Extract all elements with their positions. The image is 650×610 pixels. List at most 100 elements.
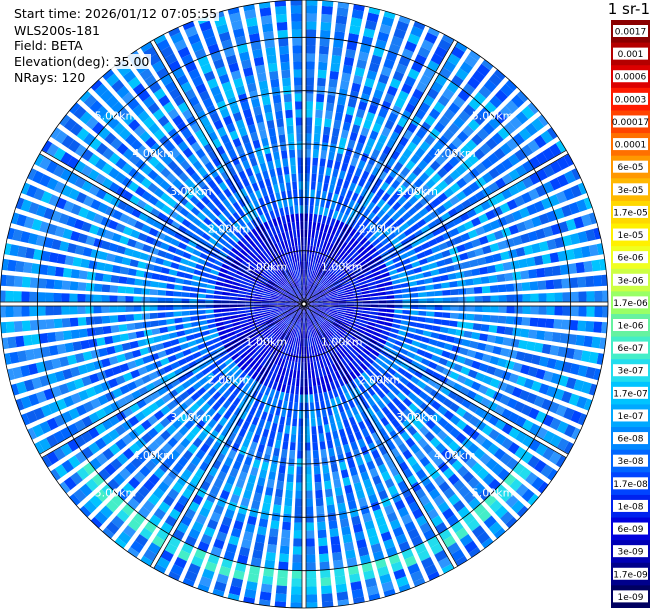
ray-gate — [407, 563, 421, 575]
ray-gate — [365, 111, 376, 122]
ray-gate — [423, 384, 434, 394]
ray-gate — [104, 230, 115, 240]
ray-gate — [270, 295, 279, 299]
ray-gate — [386, 295, 395, 300]
ray-gate — [145, 382, 156, 393]
ray-gate — [305, 117, 313, 126]
ray-gate — [276, 319, 284, 326]
ray-gate — [260, 583, 273, 593]
ray-gate — [335, 445, 343, 456]
ray-sector — [227, 7, 304, 302]
ray-gate — [289, 393, 294, 403]
ray-gate — [363, 569, 376, 581]
ray-gate — [402, 304, 411, 309]
ray-gate — [269, 193, 276, 203]
ray-gate — [324, 319, 332, 326]
ray-gate — [461, 199, 472, 210]
ray-gate — [250, 324, 259, 331]
ray-gate — [305, 93, 314, 102]
ray-gate — [72, 257, 82, 267]
ray-gate — [157, 481, 170, 493]
ray-gate — [381, 203, 391, 213]
ray-gate — [12, 366, 23, 380]
ray-gate — [340, 358, 348, 367]
ray-gate — [275, 251, 281, 260]
ray-gate — [358, 322, 368, 328]
ray-gate — [225, 420, 234, 431]
ray-gate — [458, 296, 467, 303]
ray-gate — [471, 360, 482, 370]
ray-gate — [239, 410, 248, 420]
ray-gate — [317, 384, 323, 394]
ray-gate — [437, 556, 452, 570]
ray-gate — [463, 491, 476, 504]
ray-gate — [331, 543, 342, 554]
ray-gate — [178, 413, 189, 424]
ray-gate — [212, 391, 222, 401]
ray-gate — [254, 313, 263, 317]
ray-gate — [401, 387, 412, 396]
ray-gate — [381, 362, 390, 371]
ray-gate — [20, 395, 32, 409]
ray-gate — [131, 250, 142, 259]
ray-gate — [353, 346, 362, 354]
ray-gate — [438, 223, 449, 233]
ray-gate — [157, 350, 167, 359]
ray-gate — [269, 345, 277, 353]
ray-gate — [376, 320, 385, 325]
ray-gate — [160, 549, 174, 562]
ray-gate — [192, 351, 202, 359]
ray-gate — [437, 38, 452, 52]
ray-gate — [77, 305, 86, 315]
ray-gate — [117, 285, 127, 294]
ray-gate — [438, 267, 448, 275]
ray-gate — [358, 546, 369, 557]
ray-gate — [302, 285, 304, 294]
ray-gate — [290, 311, 297, 318]
ray-gate — [253, 106, 263, 116]
ray-gate — [264, 212, 271, 221]
ray-gate — [434, 290, 443, 297]
ray-gate — [488, 73, 503, 87]
ray-gate — [341, 526, 351, 536]
ray-gate — [29, 320, 39, 331]
ray-gate — [141, 164, 153, 176]
ray-gate — [386, 391, 396, 401]
ray-gate — [312, 442, 319, 451]
ray-gate — [478, 213, 489, 224]
ray-gate — [221, 246, 231, 255]
ray-gate — [504, 326, 514, 336]
ray-gate — [340, 394, 347, 404]
ray-gate — [201, 206, 211, 216]
ray-gate — [237, 297, 246, 301]
ray-gate — [431, 173, 442, 184]
ray-gate — [328, 312, 337, 317]
ray-gate — [94, 511, 108, 525]
ray-gate — [307, 354, 310, 363]
ray-gate — [156, 556, 171, 570]
ray-gate — [231, 155, 240, 166]
ray-gate — [227, 449, 237, 460]
ray-gate — [322, 300, 331, 302]
ray-gate — [205, 289, 215, 294]
ray-gate — [242, 160, 251, 170]
ray-gate — [327, 338, 334, 347]
ray-gate — [296, 346, 300, 355]
ray-gate — [485, 137, 498, 150]
spoke-line — [305, 41, 459, 306]
ray-gate — [132, 512, 146, 525]
ray-gate — [217, 203, 227, 213]
ray-gate — [184, 419, 195, 430]
ray-gate — [311, 262, 315, 271]
ray-gate — [322, 464, 330, 474]
ray-gate — [166, 185, 177, 196]
range-ring — [36, 36, 572, 572]
ray-gate — [322, 134, 330, 144]
ray-gate — [586, 291, 595, 302]
ray-gate — [381, 237, 390, 246]
ray-gate — [337, 293, 346, 297]
ray-gate — [457, 506, 471, 519]
ray-gate — [538, 241, 549, 252]
ray-gate — [329, 263, 336, 271]
ray-gate — [251, 275, 260, 281]
